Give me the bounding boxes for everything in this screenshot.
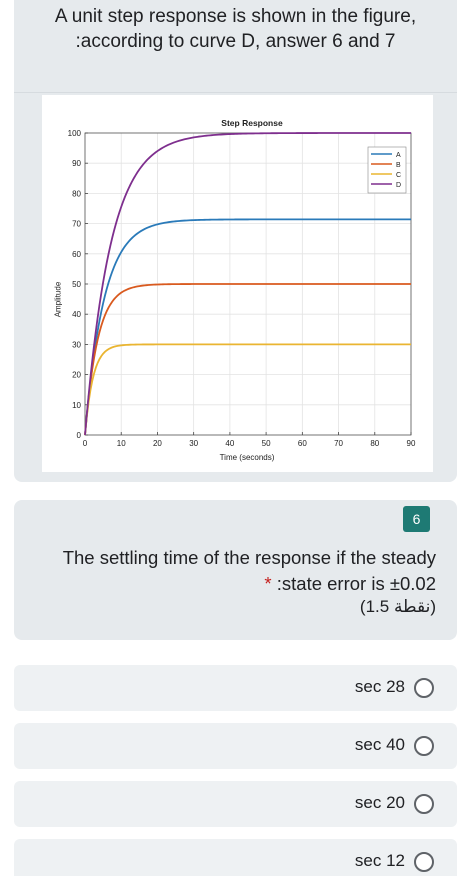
y-tick-label: 20: [72, 371, 81, 380]
y-tick-label: 10: [72, 401, 81, 410]
radio-button-icon[interactable]: [414, 736, 434, 756]
chart-title: Step Response: [221, 118, 283, 128]
y-tick-label: 40: [72, 310, 81, 319]
option-label: sec 12: [354, 851, 405, 870]
y-tick-label: 60: [72, 250, 81, 259]
y-tick-label: 100: [68, 129, 82, 138]
y-tick-label: 30: [72, 340, 81, 349]
option-sec-20[interactable]: sec 20: [14, 781, 457, 827]
y-axis-label: Amplitude: [53, 281, 63, 318]
question-text: The settling time of the response if the…: [36, 545, 436, 597]
radio-button-icon[interactable]: [414, 794, 434, 814]
y-tick-label: 0: [77, 431, 82, 440]
header-divider: [14, 92, 457, 93]
x-tick-label: 20: [153, 439, 162, 448]
question-text-line-1: The settling time of the response if the…: [62, 547, 436, 568]
y-tick-label: 80: [72, 189, 81, 198]
radio-button-icon[interactable]: [414, 852, 434, 872]
x-tick-label: 80: [370, 439, 379, 448]
x-tick-label: 0: [83, 439, 88, 448]
series-line-c: [84, 343, 411, 436]
points-label: (1.5 نقطة): [359, 597, 436, 616]
title-line-1: A unit step response is shown in the fig…: [54, 6, 417, 27]
x-tick-label: 30: [189, 439, 198, 448]
x-tick-label: 60: [298, 439, 307, 448]
option-label: sec 40: [354, 735, 405, 754]
series-line-b: [84, 283, 411, 436]
question-text-line-2-text: :state error is ±0.02: [271, 573, 436, 594]
x-axis-label: Time (seconds): [219, 453, 275, 462]
legend-label-d: D: [396, 182, 401, 189]
y-tick-label: 70: [72, 220, 81, 229]
option-sec-28[interactable]: sec 28: [14, 665, 457, 711]
legend-label-b: B: [396, 162, 401, 169]
x-tick-label: 70: [334, 439, 343, 448]
x-tick-label: 40: [225, 439, 234, 448]
legend-label-c: C: [396, 172, 401, 179]
question-text-line-2: * :state error is ±0.02: [36, 571, 436, 597]
x-tick-label: 10: [117, 439, 126, 448]
question-card: [14, 500, 457, 640]
option-sec-12[interactable]: sec 12: [14, 839, 457, 876]
x-tick-label: 90: [407, 439, 416, 448]
option-label: sec 20: [354, 793, 405, 812]
y-tick-label: 50: [72, 280, 81, 289]
option-sec-40[interactable]: sec 40: [14, 723, 457, 769]
question-group-title: A unit step response is shown in the fig…: [14, 4, 457, 54]
series-line-d: [84, 132, 411, 436]
question-number-badge: 6: [403, 506, 430, 532]
radio-button-icon[interactable]: [414, 678, 434, 698]
option-label: sec 28: [354, 677, 405, 696]
x-tick-label: 50: [262, 439, 271, 448]
step-response-figure: 0 10 20 30 40 50 60 70 80 90 0 10 20 30 40 50 60 70 80 90 10…: [42, 95, 433, 472]
required-asterisk: *: [264, 573, 272, 594]
series-line-a: [84, 218, 411, 436]
y-tick-label: 90: [72, 159, 81, 168]
legend-label-a: A: [396, 152, 401, 159]
step-response-chart: 0 10 20 30 40 50 60 70 80 90 0 10 20 30 40 50 60 70 80 90 10…: [68, 129, 416, 448]
title-line-2: :according to curve D, answer 6 and 7: [75, 31, 396, 52]
